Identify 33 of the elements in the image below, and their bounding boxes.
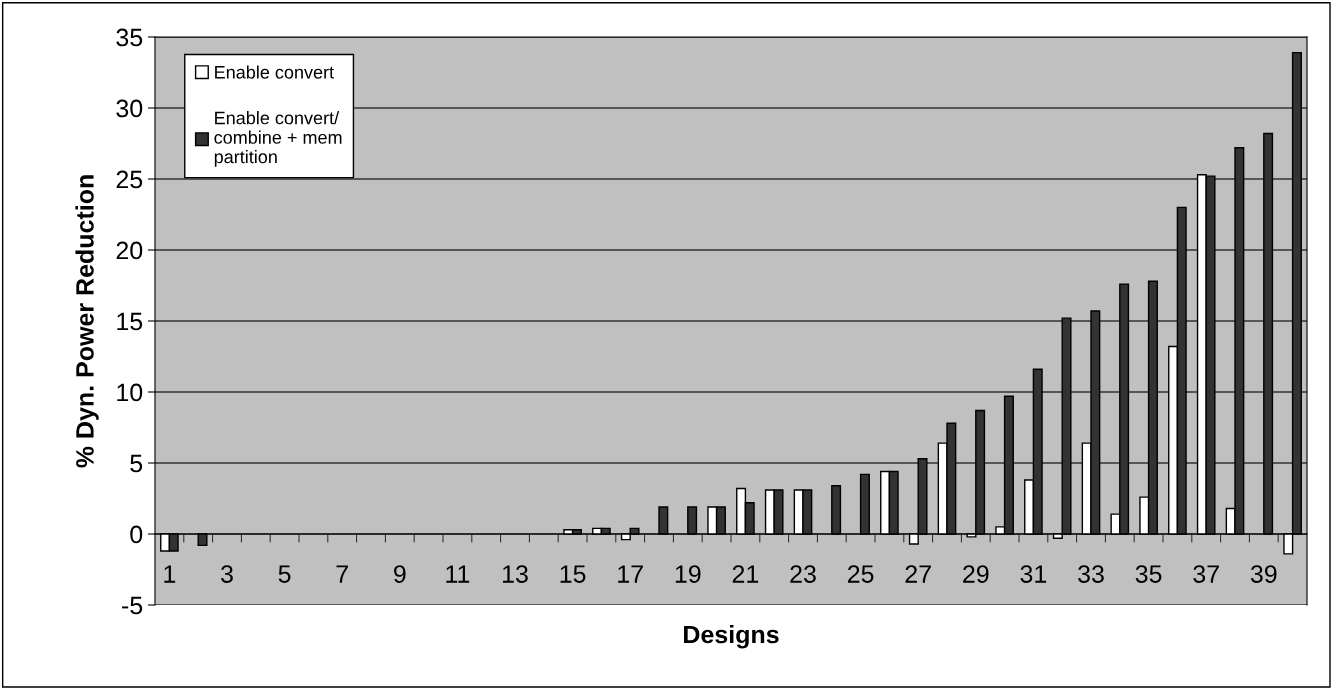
y-tick-label: 25 [116, 170, 143, 189]
x-tick-label: 25 [847, 565, 874, 583]
x-tick-label: 23 [790, 565, 816, 583]
y-tick-label: 15 [117, 312, 143, 331]
y-tick-label: 5 [130, 454, 143, 473]
x-tick-label: 27 [905, 565, 931, 583]
x-tick-label: 13 [503, 565, 528, 583]
x-tick-label: 7 [336, 565, 348, 583]
x-tick-label: 21 [732, 565, 759, 583]
x-tick-label: 31 [1020, 565, 1047, 583]
x-tick-label: 17 [618, 565, 643, 583]
y-tick-label: 10 [117, 383, 143, 402]
x-tick-label: 15 [560, 565, 586, 583]
x-tick-label: 11 [446, 565, 470, 583]
legend-label: Enable convert/ combine + mem partition [214, 111, 342, 167]
y-tick-label: 0 [130, 525, 143, 544]
y-axis-title: % Dyn. Power Reduction [75, 175, 99, 468]
x-tick-label: 5 [278, 565, 291, 583]
x-tick-label: 3 [221, 565, 233, 583]
x-tick-label: 19 [675, 565, 701, 583]
x-tick-label: 1 [164, 565, 176, 583]
x-tick-label: 35 [1135, 565, 1162, 583]
x-tick-label: 9 [394, 565, 406, 583]
x-tick-label: 37 [1193, 565, 1219, 583]
y-tick-label: 20 [116, 241, 143, 260]
legend-label: Enable convert [215, 65, 334, 79]
y-tick-label: -5 [122, 596, 143, 615]
y-tick-label: 35 [116, 28, 143, 47]
x-tick-label: 29 [963, 565, 989, 583]
x-tick-label: 33 [1078, 565, 1104, 583]
y-tick-label: 30 [116, 99, 143, 118]
x-tick-label: 39 [1250, 565, 1277, 583]
x-axis-title: Designs [684, 625, 779, 649]
